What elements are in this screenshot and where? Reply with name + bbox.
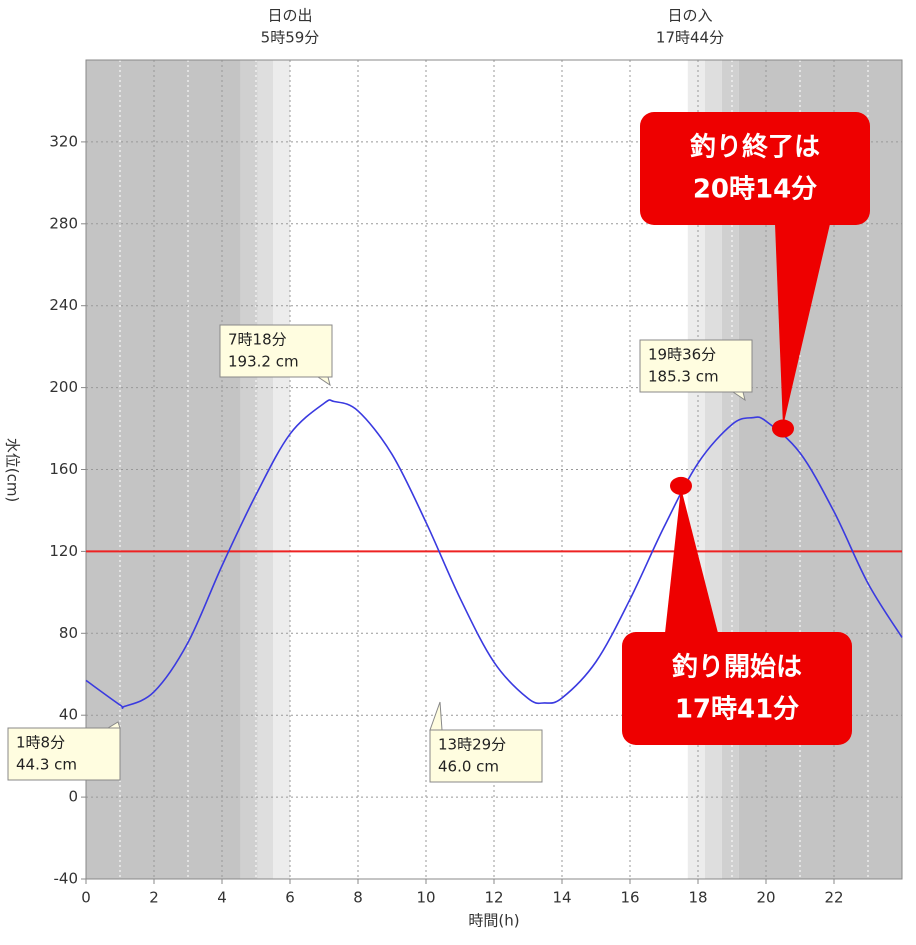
callout: 釣り終了は 20時14分 bbox=[640, 112, 870, 427]
x-tick-label: 2 bbox=[149, 889, 159, 907]
y-tick-label: 80 bbox=[59, 624, 78, 642]
callout: 釣り開始は 17時41分 bbox=[622, 487, 852, 745]
x-tick-label: 0 bbox=[81, 889, 91, 907]
tide-line bbox=[85, 399, 903, 709]
x-tick-label: 8 bbox=[353, 889, 363, 907]
annotation-time: 13時29分 bbox=[438, 736, 506, 754]
annotation-box bbox=[429, 729, 543, 783]
callout-text: 20時14分 bbox=[693, 175, 817, 205]
annotation-time: 19時36分 bbox=[648, 346, 716, 364]
plot-border bbox=[85, 59, 903, 880]
y-tick-label: 200 bbox=[49, 378, 78, 396]
night-shade bbox=[240, 60, 258, 879]
y-tick-label: 280 bbox=[49, 214, 78, 232]
annotation-level: 193.2 cm bbox=[228, 353, 299, 371]
annotation: 19時36分 185.3 cm bbox=[639, 339, 753, 402]
annotation: 7時18分 193.2 cm bbox=[219, 324, 333, 387]
annotation-pointer bbox=[316, 376, 331, 387]
x-tick-label: 12 bbox=[484, 889, 503, 907]
y-axis-label: 水位(cm) bbox=[4, 438, 22, 503]
callout-box bbox=[622, 632, 852, 745]
callout-pointer bbox=[665, 487, 718, 633]
x-tick-label: 18 bbox=[688, 889, 707, 907]
x-axis-label: 時間(h) bbox=[468, 912, 519, 930]
annotation: 1時8分 44.3 cm bbox=[7, 721, 121, 781]
y-tick-label: 120 bbox=[49, 542, 78, 560]
x-tick-label: 6 bbox=[285, 889, 295, 907]
annotation-pointer bbox=[429, 701, 443, 731]
sun-label: 日の出 bbox=[267, 7, 312, 25]
x-tick-label: 16 bbox=[620, 889, 639, 907]
sun-time: 5時59分 bbox=[261, 29, 320, 47]
y-tick-label: 40 bbox=[59, 706, 78, 724]
callout-text: 釣り終了は bbox=[690, 132, 820, 163]
sun-label: 日の入 bbox=[667, 7, 712, 25]
marker-dot bbox=[772, 419, 794, 438]
annotation-level: 44.3 cm bbox=[16, 756, 77, 774]
x-tick-label: 20 bbox=[756, 889, 775, 907]
x-tick-label: 4 bbox=[217, 889, 227, 907]
callout-pointer bbox=[775, 224, 830, 427]
x-tick-label: 14 bbox=[552, 889, 571, 907]
annotation: 13時29分 46.0 cm bbox=[429, 701, 543, 783]
annotation-box bbox=[7, 727, 121, 781]
night-shade bbox=[257, 60, 273, 879]
y-tick-label: -40 bbox=[54, 870, 79, 888]
marker-dot bbox=[670, 476, 692, 495]
x-tick-label: 10 bbox=[416, 889, 435, 907]
annotation-time: 7時18分 bbox=[228, 331, 287, 349]
annotation-box bbox=[219, 324, 333, 378]
y-tick-label: 160 bbox=[49, 460, 78, 478]
annotation-box bbox=[639, 339, 753, 393]
callout-box bbox=[640, 112, 870, 225]
y-tick-label: 320 bbox=[49, 132, 78, 150]
x-tick-label: 22 bbox=[824, 889, 843, 907]
annotation-time: 1時8分 bbox=[16, 734, 65, 752]
y-tick-label: 240 bbox=[49, 296, 78, 314]
callout-text: 釣り開始は bbox=[672, 652, 802, 683]
sun-time: 17時44分 bbox=[656, 29, 724, 47]
annotation-level: 46.0 cm bbox=[438, 758, 499, 776]
annotation-level: 185.3 cm bbox=[648, 368, 719, 386]
y-tick-label: 0 bbox=[68, 788, 78, 806]
callout-text: 17時41分 bbox=[675, 695, 799, 725]
